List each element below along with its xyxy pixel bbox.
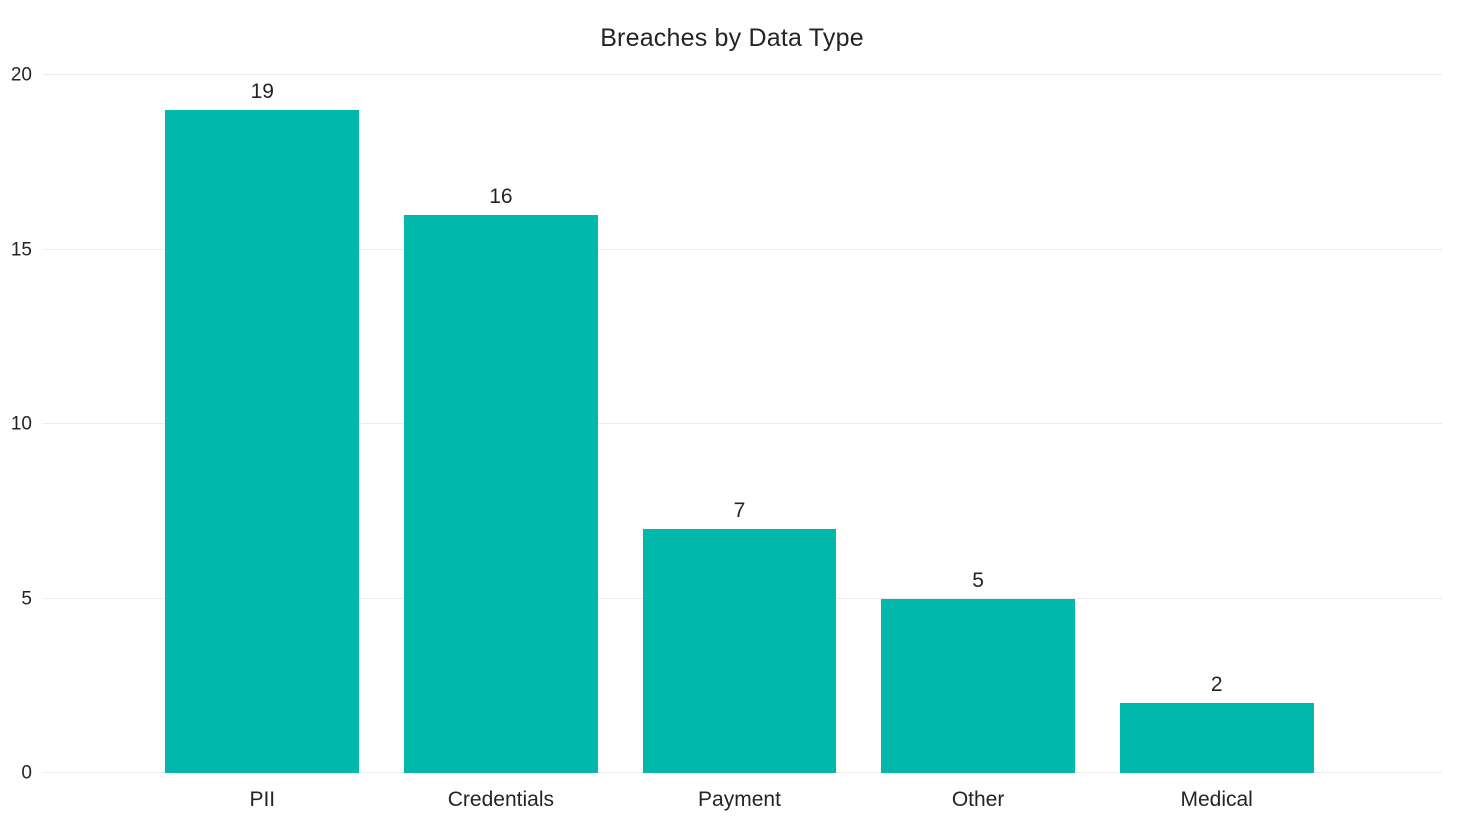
y-tick-label: 0 xyxy=(21,762,32,784)
bar-column: 19 PII xyxy=(143,75,382,811)
y-tick-label: 20 xyxy=(10,64,32,86)
bar-column: 2 Medical xyxy=(1097,75,1336,811)
y-tick-label: 5 xyxy=(21,588,32,609)
bar-value-label: 2 xyxy=(1210,673,1223,697)
bar-value-label: 19 xyxy=(250,79,274,103)
bar[interactable] xyxy=(642,528,837,773)
chart-title: Breaches by Data Type xyxy=(600,24,864,52)
bar-value-label: 5 xyxy=(972,568,984,592)
bar[interactable] xyxy=(1119,703,1314,773)
bar-column: 5 Other xyxy=(859,75,1098,811)
bar-column: 7 Payment xyxy=(620,75,859,811)
gridline xyxy=(43,74,1442,75)
x-category-label: PII xyxy=(249,788,276,811)
y-tick-label: 10 xyxy=(10,413,32,435)
gridline xyxy=(43,423,1442,424)
bar-value-label: 16 xyxy=(489,184,513,208)
y-tick-label: 15 xyxy=(10,239,32,260)
bar-column: 16 Credentials xyxy=(382,75,621,811)
bars-container: 19 PII 16 Credentials 7 Payment 5 Other 2 Medical xyxy=(143,75,1336,811)
plot-area: 19 PII 16 Credentials 7 Payment 5 Other 2 Medical… xyxy=(11,66,1442,811)
x-category-label: Credentials xyxy=(447,788,554,811)
x-category-label: Medical xyxy=(1180,788,1253,811)
bar-value-label: 7 xyxy=(733,498,746,522)
gridline xyxy=(43,248,1442,250)
bar[interactable] xyxy=(881,598,1076,773)
bar[interactable] xyxy=(165,109,360,773)
x-category-label: Other xyxy=(951,788,1005,811)
x-category-label: Payment xyxy=(698,788,781,811)
bar[interactable] xyxy=(403,214,598,773)
